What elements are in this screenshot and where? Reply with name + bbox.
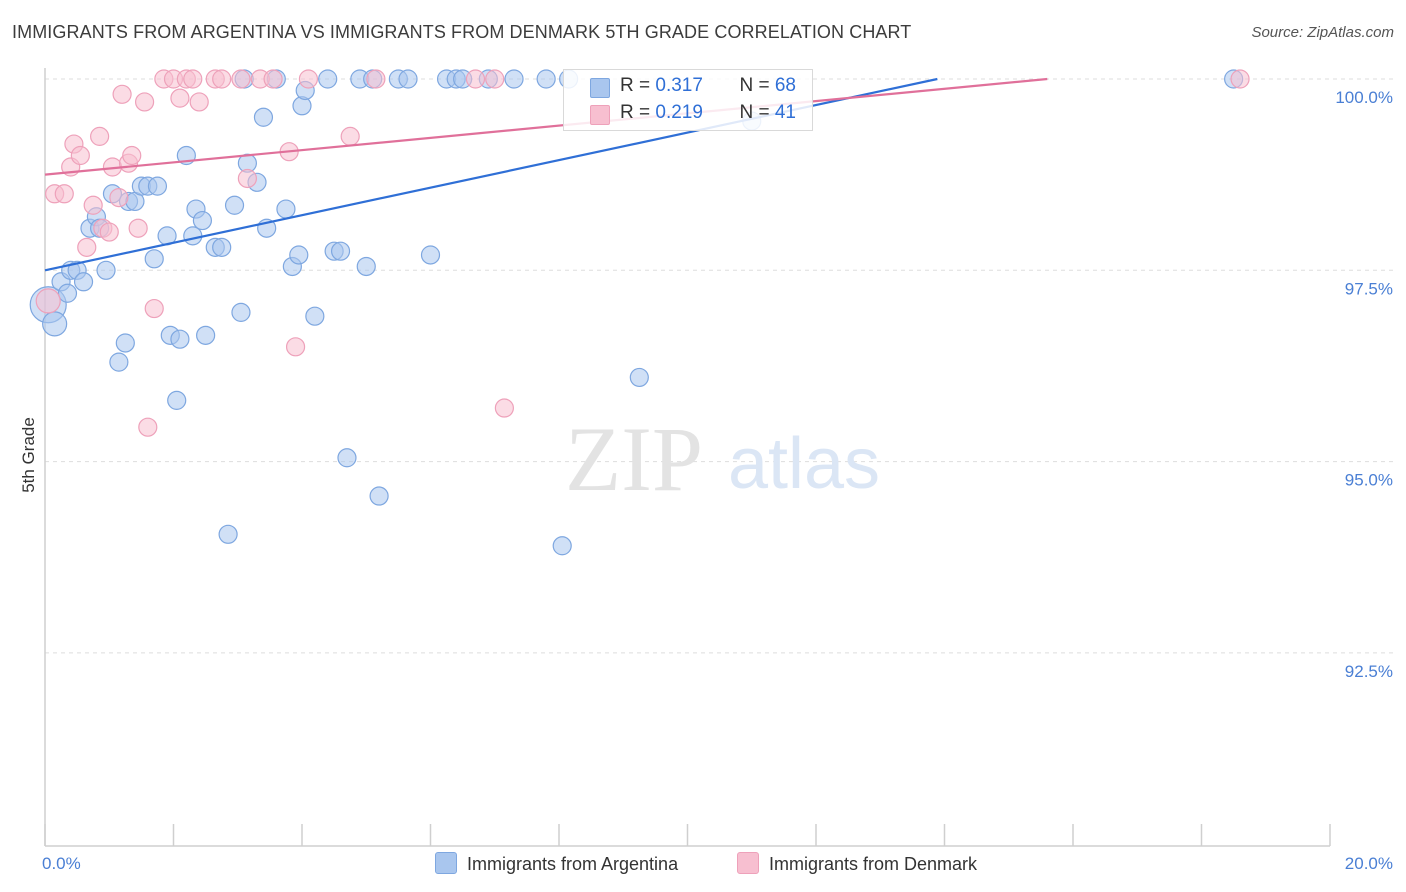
denmark-point <box>340 126 360 146</box>
denmark-point <box>189 92 209 112</box>
y-axis-label: 5th Grade <box>19 417 38 493</box>
legend-label-argentina: Immigrants from Argentina <box>467 854 679 874</box>
argentina-swatch <box>590 78 610 98</box>
argentina-point <box>96 260 116 280</box>
denmark-point <box>138 417 158 437</box>
argentina-point <box>212 237 232 257</box>
denmark-point <box>134 92 155 112</box>
denmark-point <box>90 126 110 146</box>
denmark-trendline <box>44 77 1048 176</box>
argentina-r-label: R = <box>620 75 656 96</box>
legend-swatch-argentina <box>435 852 457 874</box>
denmark-point <box>122 145 142 166</box>
argentina-point <box>109 352 129 372</box>
argentina-point <box>318 69 338 89</box>
denmark-point <box>77 237 97 257</box>
denmark-r-value: 0.219 <box>655 102 703 123</box>
argentina-n-label: N = <box>739 75 775 96</box>
argentina-point <box>183 226 203 246</box>
argentina-point <box>420 245 441 265</box>
y-tick-label: 100.0% <box>1335 88 1393 107</box>
legend-label-denmark: Immigrants from Denmark <box>769 854 978 874</box>
argentina-point <box>218 524 238 544</box>
watermark-zip: ZIP <box>565 408 703 510</box>
denmark-point <box>128 218 148 238</box>
denmark-point <box>109 188 129 208</box>
x-tick-label: 0.0% <box>42 854 81 873</box>
denmark-point <box>83 195 103 215</box>
argentina-r-value: 0.317 <box>655 75 703 96</box>
argentina-point <box>276 199 296 219</box>
argentina-point <box>115 333 135 353</box>
argentina-point <box>629 367 649 388</box>
argentina-point <box>57 283 78 303</box>
denmark-point <box>366 69 386 89</box>
argentina-point <box>231 302 251 322</box>
chart-title: IMMIGRANTS FROM ARGENTINA VS IMMIGRANTS … <box>12 22 912 42</box>
argentina-point <box>369 486 389 506</box>
legend-item-denmark[interactable]: Immigrants from Denmark <box>737 852 977 875</box>
argentina-point <box>147 176 168 196</box>
denmark-point <box>231 69 251 89</box>
argentina-point <box>196 325 216 345</box>
argentina-point <box>170 329 190 349</box>
argentina-point <box>73 272 94 292</box>
denmark-point <box>99 222 119 242</box>
denmark-point <box>212 69 232 89</box>
watermark-atlas: atlas <box>728 424 880 504</box>
argentina-point <box>330 241 351 261</box>
denmark-point <box>298 69 319 89</box>
y-tick-label: 92.5% <box>1345 662 1393 681</box>
denmark-swatch <box>590 105 610 125</box>
denmark-point <box>112 84 132 104</box>
denmark-n-label: N = <box>739 102 775 123</box>
argentina-point <box>42 311 68 337</box>
denmark-point <box>70 145 90 166</box>
argentina-point <box>192 210 213 231</box>
argentina-point <box>398 69 418 89</box>
denmark-point <box>263 69 283 89</box>
denmark-point <box>285 337 306 357</box>
denmark-point <box>144 298 164 319</box>
denmark-point <box>183 69 203 89</box>
argentina-point <box>167 390 187 410</box>
argentina-n-value: 68 <box>774 75 796 96</box>
argentina-point <box>289 245 309 265</box>
argentina-point <box>144 249 164 269</box>
x-tick-label: 20.0% <box>1345 854 1393 873</box>
y-tick-label: 95.0% <box>1345 471 1393 490</box>
y-tick-label: 97.5% <box>1345 279 1393 298</box>
argentina-point <box>253 107 274 127</box>
argentina-point <box>356 256 376 277</box>
denmark-point <box>170 88 190 108</box>
argentina-point <box>536 69 556 89</box>
argentina-point <box>224 195 245 215</box>
denmark-point <box>485 69 505 89</box>
denmark-point <box>35 288 61 314</box>
denmark-point <box>54 184 74 204</box>
argentina-point <box>552 536 572 556</box>
denmark-n-value: 41 <box>774 102 796 123</box>
denmark-point <box>494 398 514 418</box>
denmark-point <box>1230 69 1250 89</box>
argentina-point <box>305 306 325 326</box>
argentina-point <box>504 69 524 89</box>
legend-item-argentina[interactable]: Immigrants from Argentina <box>435 852 678 875</box>
argentina-point <box>337 448 357 468</box>
denmark-r-label: R = <box>620 102 656 123</box>
stats-legend: R = 0.317 N = 68 R = 0.219 N = 41 <box>563 69 813 131</box>
source-label: Source: ZipAtlas.com <box>1251 24 1394 41</box>
legend-swatch-denmark <box>737 852 759 874</box>
denmark-point <box>465 69 486 89</box>
denmark-point <box>237 168 257 189</box>
